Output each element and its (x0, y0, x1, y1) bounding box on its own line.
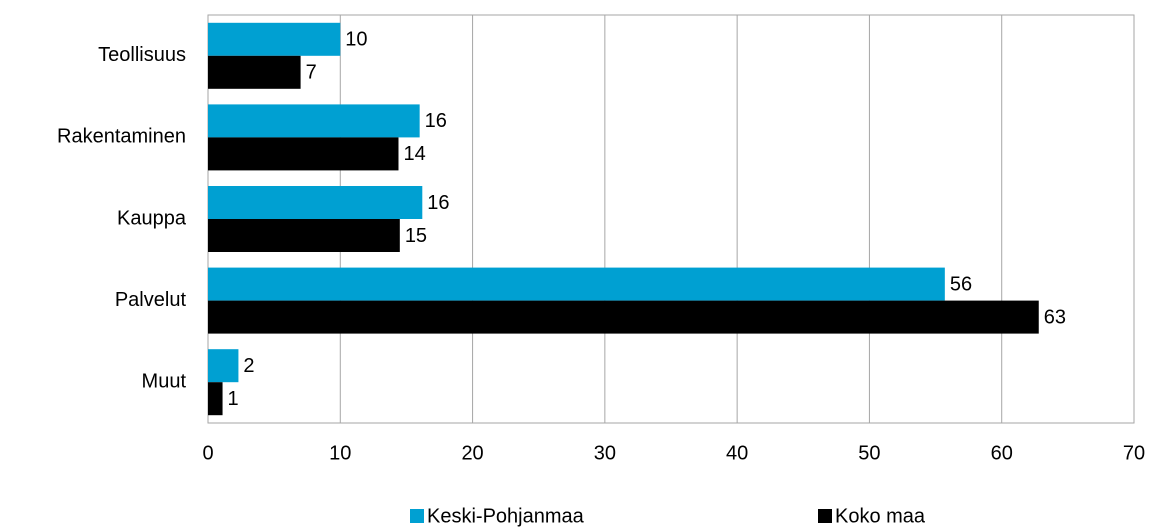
data-label: 16 (425, 110, 447, 132)
bar (208, 186, 423, 219)
legend-label: Koko maa (835, 505, 926, 527)
bar (208, 382, 223, 416)
bar (208, 22, 341, 56)
data-label: 10 (345, 29, 367, 51)
x-tick-label: 70 (1123, 442, 1145, 464)
y-tick-label: Muut (142, 370, 187, 392)
data-label: 14 (403, 143, 425, 165)
data-label: 15 (405, 225, 427, 247)
bar (208, 349, 239, 383)
bar (208, 300, 1039, 334)
x-tick-label: 30 (594, 442, 616, 464)
bar (208, 267, 945, 301)
x-tick-label: 20 (461, 442, 483, 464)
x-tick-label: 10 (329, 442, 351, 464)
data-label: 1 (228, 388, 239, 410)
data-label: 63 (1044, 306, 1066, 328)
data-label: 16 (427, 192, 449, 214)
bar (208, 104, 420, 138)
bar (208, 137, 399, 171)
y-tick-label: Kauppa (117, 207, 187, 229)
y-tick-label: Rakentaminen (57, 126, 186, 148)
data-label: 2 (243, 355, 254, 377)
bar (208, 55, 301, 89)
x-tick-label: 0 (202, 442, 213, 464)
x-tick-label: 50 (858, 442, 880, 464)
legend-swatch (410, 509, 424, 523)
data-label: 56 (950, 273, 972, 295)
y-tick-label: Teollisuus (98, 44, 186, 66)
y-tick-label: Palvelut (115, 289, 187, 311)
legend-label: Keski-Pohjanmaa (427, 505, 585, 527)
data-label: 7 (306, 62, 317, 84)
x-tick-label: 40 (726, 442, 748, 464)
legend-swatch (818, 509, 832, 523)
bar (208, 219, 400, 252)
x-tick-label: 60 (991, 442, 1013, 464)
